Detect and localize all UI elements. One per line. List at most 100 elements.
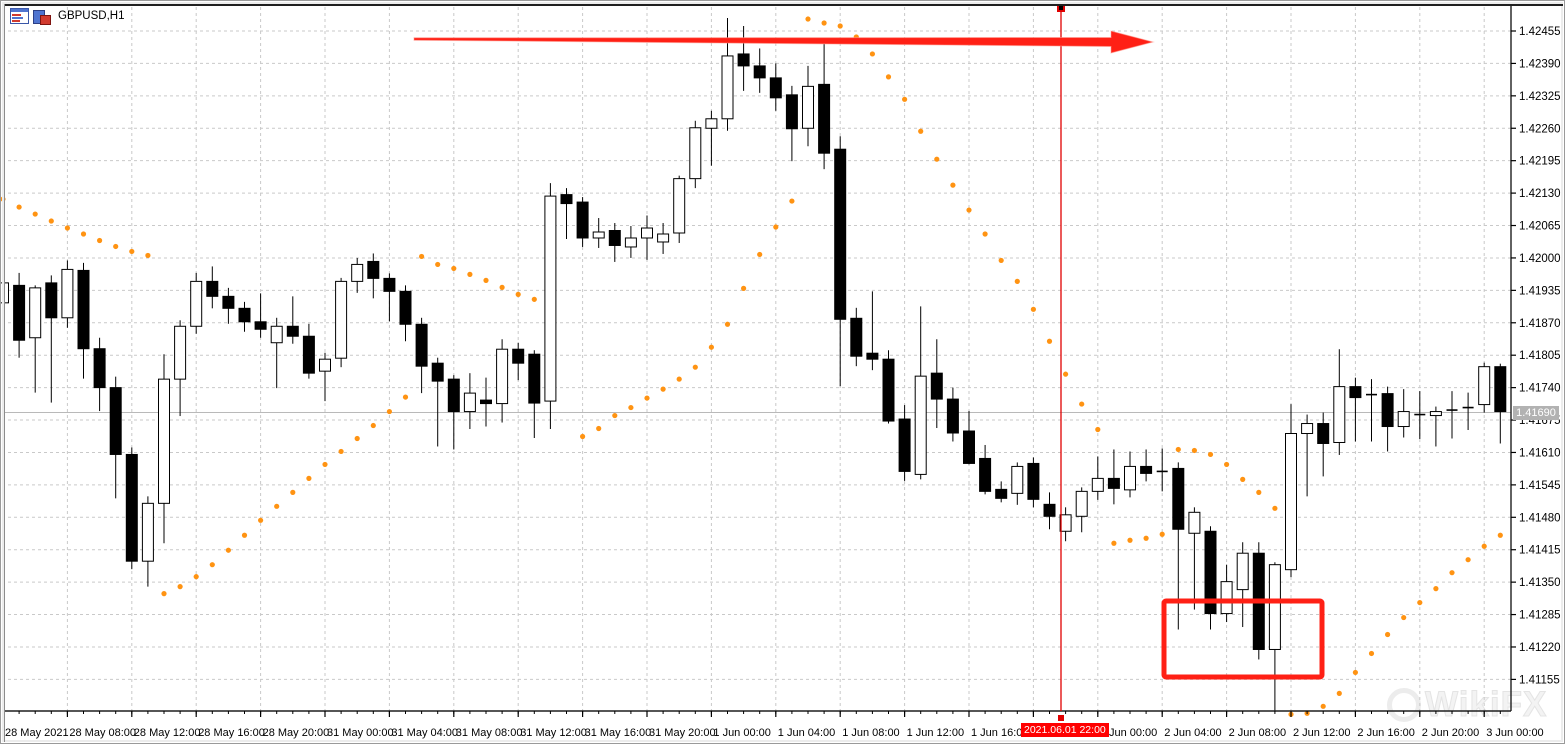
candle-body: [1027, 462, 1040, 500]
time-tick-label: 31 May 04:00: [391, 727, 458, 739]
time-tick-label: 2 Jun 20:00: [1422, 727, 1480, 739]
psar-dot: [934, 156, 940, 162]
candle-body: [1091, 477, 1104, 492]
candle-body: [737, 53, 750, 67]
psar-dot: [1224, 461, 1230, 468]
candle-body: [335, 280, 348, 359]
candle-body: [1188, 511, 1201, 534]
time-tick-label: 28 May 2021: [5, 727, 69, 739]
psar-dot: [209, 562, 215, 568]
price-tick-label: 1.41155: [1519, 674, 1560, 686]
candle-body: [302, 335, 315, 374]
candle-body: [995, 488, 1008, 499]
psar-dot: [982, 231, 988, 237]
psar-dot: [64, 225, 70, 231]
psar-dot: [612, 412, 618, 419]
candle-body: [125, 453, 138, 562]
candle-body: [528, 353, 541, 404]
annotations-layer[interactable]: [413, 4, 1325, 721]
candle-body: [206, 280, 219, 297]
psar-dot: [419, 253, 425, 260]
psar-dot: [902, 96, 908, 102]
psar-dot: [1352, 669, 1358, 676]
candle-body: [1397, 411, 1410, 428]
psar-dot: [16, 204, 22, 210]
psar-dot: [1127, 537, 1133, 543]
psar-dot: [258, 517, 264, 523]
candle-body: [979, 457, 992, 492]
psar-dot: [386, 408, 392, 415]
time-tick-label: 31 May 00:00: [327, 727, 394, 739]
candle-body: [1317, 423, 1330, 444]
psar-dot: [1159, 531, 1165, 537]
candle-body: [1220, 581, 1233, 615]
psar-dot: [435, 261, 441, 268]
price-tick-label: 1.41545: [1519, 480, 1561, 492]
psar-dot: [660, 386, 666, 392]
candle-body: [544, 195, 557, 402]
psar-dot: [338, 448, 344, 455]
candle-body: [286, 325, 299, 337]
psar-dot: [1256, 489, 1262, 495]
window-frame-top: [4, 4, 1563, 6]
axes-layer[interactable]: 1.42455 1.42390 1.42325 1.42260 1.42195 1.421…: [2, 6, 1561, 739]
psar-dot: [145, 252, 151, 259]
candle-body: [158, 378, 170, 504]
psar-dot: [97, 237, 103, 244]
psar-dot: [354, 435, 360, 442]
candle-body: [496, 348, 509, 405]
candle-body: [61, 268, 74, 319]
candle-body: [1478, 366, 1491, 406]
psar-dot: [467, 271, 473, 277]
price-tick-label: 1.41740: [1519, 383, 1561, 395]
time-tick-label: 31 May 16:00: [585, 727, 652, 739]
time-tick-label: 1 Jun 00:00: [713, 727, 771, 739]
price-tick-label: 1.41935: [1519, 285, 1561, 297]
time-tick-label: 2 Jun 12:00: [1293, 727, 1351, 739]
psar-dot: [1368, 650, 1375, 657]
psar-dot: [644, 395, 650, 401]
candle-body: [1301, 423, 1314, 435]
candle-body: [319, 358, 331, 372]
candle-body: [624, 237, 637, 248]
psar-dot: [32, 211, 38, 217]
time-tick-label: 1 Jun 16:00: [971, 727, 1029, 739]
candle-body: [222, 295, 235, 309]
psar-dot: [322, 461, 328, 468]
psar-dot: [1497, 532, 1503, 538]
psar-dot: [225, 547, 231, 553]
candle-body: [174, 325, 187, 380]
highlight-rectangle[interactable]: [1161, 598, 1325, 680]
candles-layer: [1, 18, 1507, 712]
trend-arrow[interactable]: [413, 30, 1155, 54]
candle-body: [480, 399, 492, 405]
candle-body: [77, 269, 90, 350]
candle-body: [1381, 393, 1394, 428]
candle-body: [657, 233, 670, 243]
psar-dot: [48, 218, 54, 224]
psar-dot: [531, 296, 537, 302]
candle-body: [963, 430, 975, 464]
candle-body: [721, 55, 734, 120]
vline-time-flag[interactable]: 2021.06.01 22:00: [1021, 723, 1109, 737]
vline-axis-marker[interactable]: [1058, 715, 1064, 721]
candle-body: [254, 321, 267, 330]
time-tick-label: 2 Jun 00:00: [1100, 727, 1158, 739]
price-tick-label: 1.42130: [1519, 188, 1561, 200]
candle-body: [1429, 411, 1442, 417]
psar-indicator-layer: [1, 16, 1503, 717]
candle-body: [93, 348, 106, 389]
psar-dot: [773, 224, 779, 230]
psar-dot: [1030, 306, 1036, 312]
candle-body: [1349, 386, 1362, 399]
psar-dot: [1465, 557, 1471, 563]
psar-dot: [885, 74, 892, 80]
price-tick-label: 1.41415: [1519, 545, 1561, 557]
candle-body: [785, 94, 798, 130]
psar-dot: [161, 591, 167, 597]
time-tick-label: 28 May 20:00: [263, 727, 330, 739]
psar-dot: [241, 532, 248, 538]
candle-body: [576, 201, 589, 239]
psar-dot: [821, 20, 827, 26]
